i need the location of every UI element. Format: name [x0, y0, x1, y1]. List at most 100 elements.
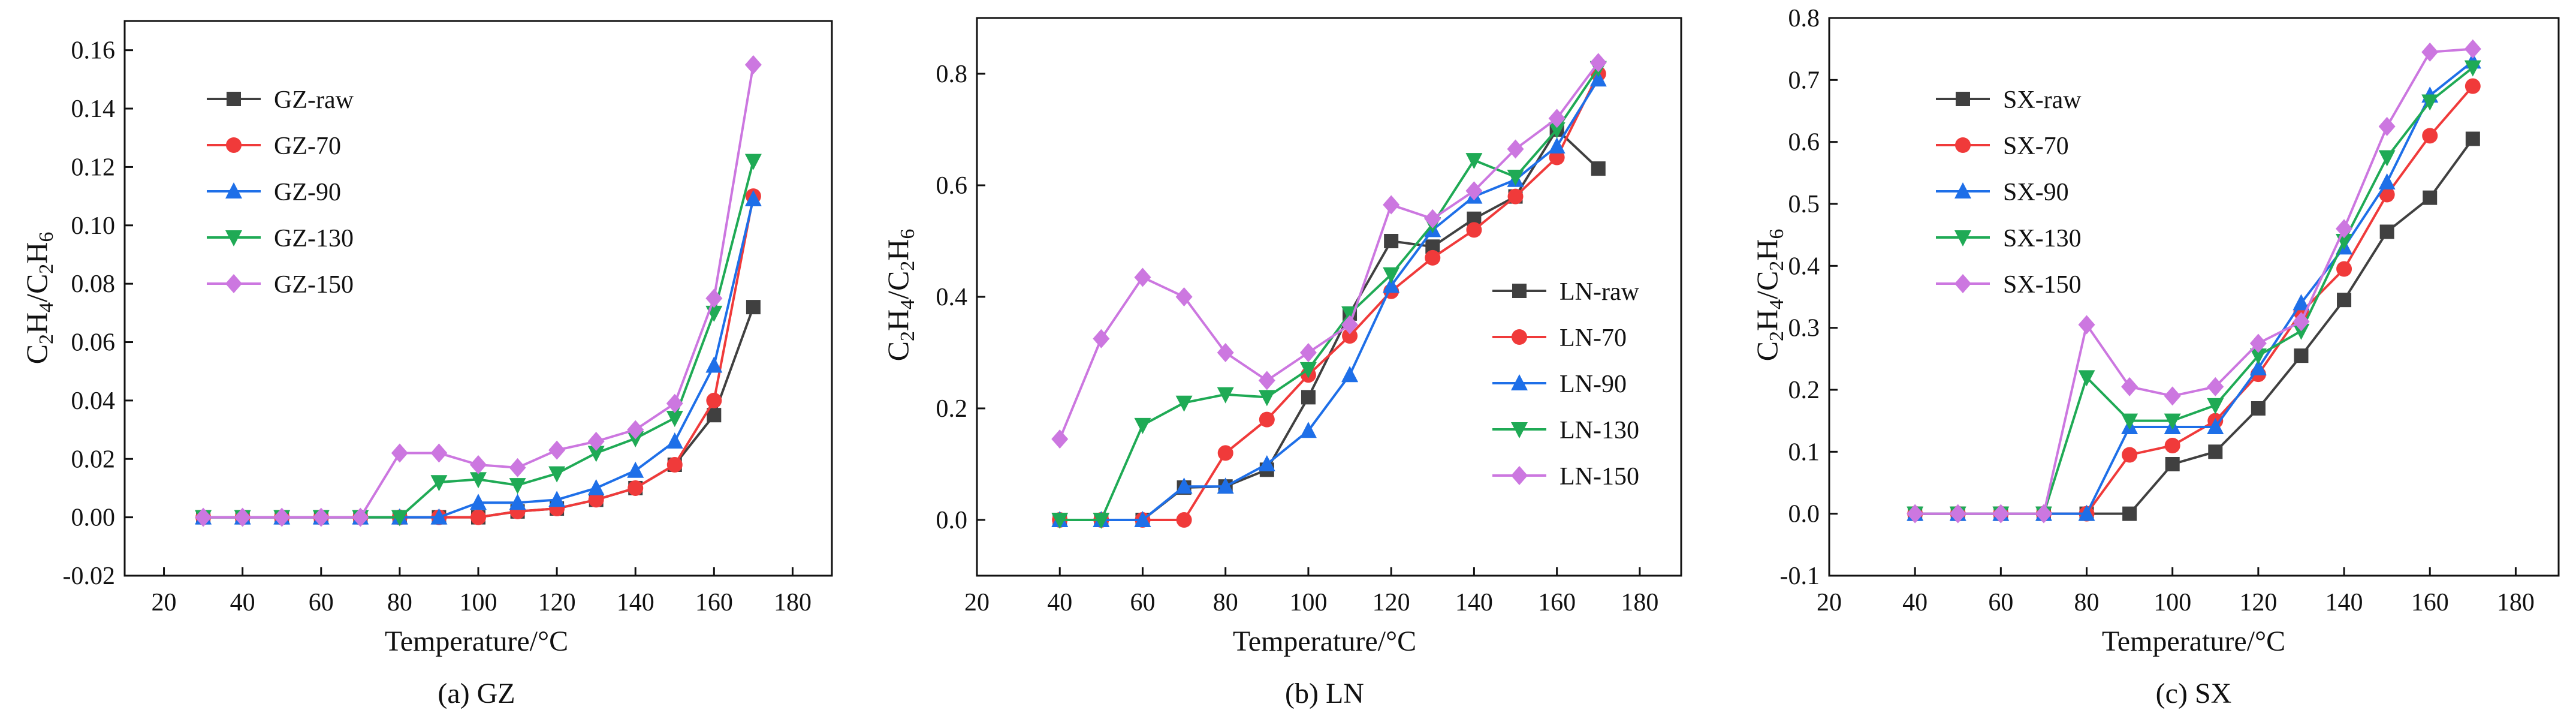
data-point-sx-150	[2035, 504, 2052, 524]
x-tick-label: 180	[2497, 589, 2535, 616]
x-tick-label: 60	[309, 589, 334, 616]
data-point-gz-150	[312, 507, 330, 527]
legend-marker	[1954, 182, 1971, 198]
data-point-sx-130	[2378, 150, 2396, 167]
ylabel-part: C	[1750, 341, 1784, 361]
data-point-gz-130	[587, 446, 605, 462]
data-point-sx-150	[2207, 377, 2224, 396]
data-point-sx-130	[2421, 94, 2439, 111]
legend-label: SX-90	[2003, 179, 2069, 206]
ylabel-part: H	[881, 239, 915, 261]
data-point-ln-90	[1299, 422, 1317, 438]
y-tick-label: 0.6	[1788, 129, 1820, 157]
data-point-ln-130	[1217, 387, 1234, 404]
y-tick-label: 0.8	[1788, 5, 1820, 32]
y-tick-label: 0.0	[936, 507, 968, 534]
data-point-gz-90	[744, 189, 762, 206]
legend-label: SX-130	[2003, 225, 2082, 252]
plot-frame	[1828, 17, 2560, 577]
data-point-ln-150	[1217, 343, 1234, 362]
data-point-gz-90	[627, 461, 644, 478]
data-point-gz-150	[470, 455, 487, 474]
data-point-gz-130	[548, 466, 566, 483]
data-point-sx-150	[2078, 315, 2095, 335]
data-point-ln-raw	[1301, 390, 1316, 405]
data-point-sx-130	[2164, 413, 2181, 430]
data-point-ln-90	[1217, 477, 1234, 494]
y-tick-label: 0.14	[71, 95, 116, 123]
series-line-ln-150	[1058, 62, 1600, 440]
data-point-gz-70	[628, 480, 644, 496]
data-point-gz-70	[470, 509, 486, 525]
data-point-ln-raw	[1591, 161, 1606, 176]
x-tick-label: 180	[1621, 589, 1658, 616]
data-point-gz-70	[588, 492, 604, 508]
series-line-sx-130	[1915, 67, 2474, 515]
y-tick-label: 0.08	[71, 270, 116, 298]
legend-label: LN-70	[1560, 324, 1627, 352]
data-point-ln-150	[1424, 209, 1441, 228]
data-point-sx-raw	[2251, 401, 2266, 416]
y-tick-label: 0.16	[71, 37, 116, 65]
data-point-ln-70	[1217, 445, 1233, 461]
data-point-ln-150	[1258, 371, 1275, 390]
data-point-sx-130	[2121, 413, 2138, 430]
data-point-ln-130	[1548, 122, 1565, 139]
data-point-ln-90	[1258, 455, 1275, 471]
data-point-ln-150	[1507, 139, 1524, 159]
y-tick-label: 0.10	[71, 212, 116, 240]
data-point-sx-raw	[2165, 457, 2180, 471]
data-point-ln-90	[1383, 276, 1400, 293]
data-point-gz-150	[587, 432, 605, 452]
data-point-gz-90	[587, 479, 605, 495]
x-tick-label: 80	[2074, 589, 2100, 616]
data-point-ln-70	[1176, 512, 1192, 528]
data-point-ln-90	[1175, 477, 1193, 494]
ylabel-part: 2	[35, 334, 58, 344]
ylabel-part: C	[881, 341, 915, 361]
data-point-gz-150	[627, 420, 644, 440]
panel-caption: (c) SX	[2156, 678, 2232, 709]
data-point-gz-130	[509, 478, 526, 495]
x-tick-label: 120	[1373, 589, 1410, 616]
data-point-gz-150	[430, 443, 448, 463]
y-tick-label: 0.12	[71, 154, 116, 181]
data-point-ln-130	[1175, 395, 1193, 412]
x-tick-label: 120	[2239, 589, 2277, 616]
y-tick-label: 0.02	[71, 446, 116, 473]
legend-label: GZ-130	[274, 225, 354, 252]
data-point-sx-raw	[2379, 224, 2394, 239]
y-tick-label: 0.4	[1788, 252, 1820, 280]
data-point-gz-90	[705, 356, 723, 373]
y-tick-label: 0.0	[1788, 501, 1820, 528]
data-point-gz-70	[706, 392, 722, 408]
data-point-ln-150	[1051, 429, 1069, 449]
y-tick-label: -0.1	[1780, 562, 1820, 590]
x-tick-label: 100	[1289, 589, 1327, 616]
data-point-ln-150	[1548, 109, 1565, 128]
legend-label: LN-150	[1560, 463, 1639, 491]
data-point-sx-90	[2293, 294, 2310, 311]
data-point-ln-70	[1259, 411, 1275, 428]
legend-marker	[1954, 230, 1971, 246]
legend-label: GZ-150	[274, 271, 354, 299]
y-tick-label: -0.02	[63, 562, 116, 590]
data-point-ln-130	[1383, 267, 1400, 284]
legend-marker	[1511, 422, 1528, 438]
x-tick-label: 40	[1902, 589, 1928, 616]
data-point-sx-raw	[2122, 506, 2137, 521]
data-point-gz-90	[470, 494, 487, 510]
data-point-sx-130	[2078, 370, 2095, 387]
legend-marker	[1954, 274, 1971, 293]
data-point-ln-90	[1589, 70, 1607, 87]
data-point-ln-130	[1465, 153, 1483, 170]
x-tick-label: 20	[964, 589, 990, 616]
ylabel-part: 6	[35, 232, 58, 242]
data-point-ln-130	[1093, 513, 1110, 529]
ylabel-part: 6	[1766, 229, 1788, 239]
data-point-sx-150	[2164, 386, 2181, 406]
data-point-sx-70	[2336, 261, 2352, 277]
data-point-sx-150	[2249, 333, 2267, 353]
